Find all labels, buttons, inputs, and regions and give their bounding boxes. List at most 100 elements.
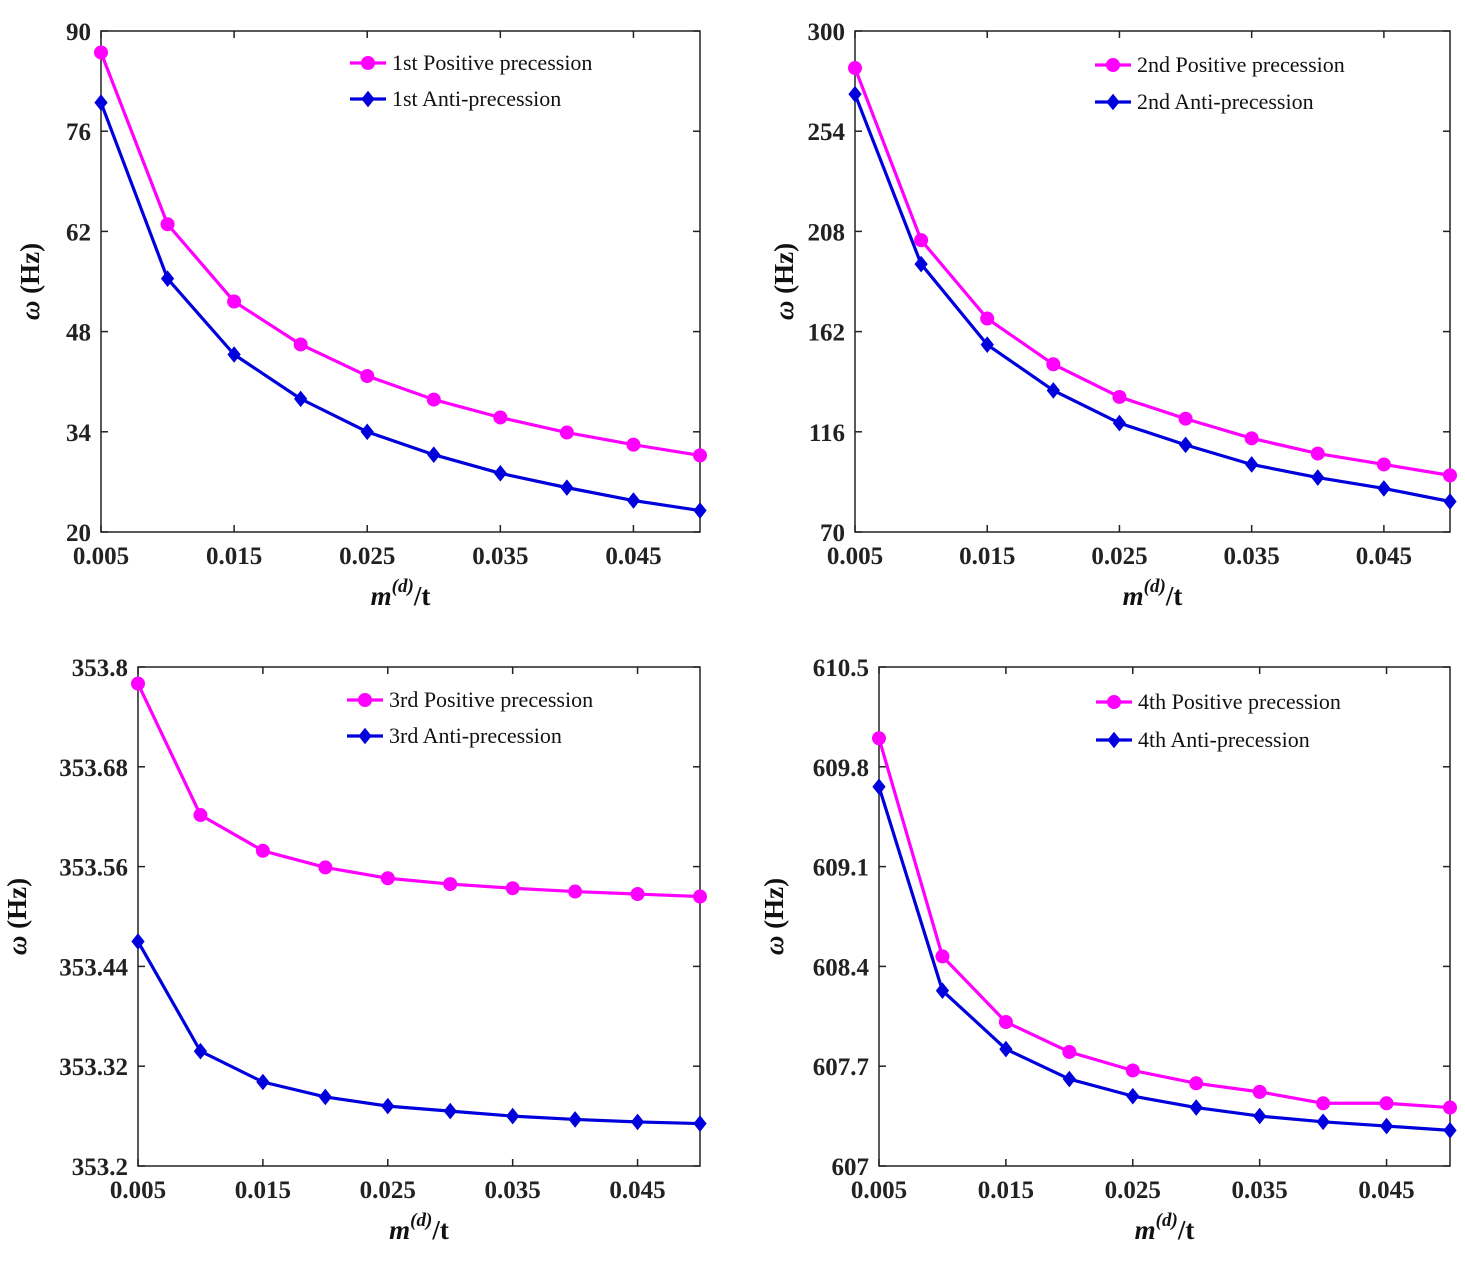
- y-axis-label-symbol: ω: [759, 929, 789, 955]
- y-tick-label: 608.4: [813, 954, 870, 981]
- legend-marker-circle: [1107, 695, 1121, 709]
- legend-label: 4th Anti-precession: [1138, 727, 1310, 752]
- data-point: [935, 982, 950, 999]
- y-tick-label: 70: [820, 520, 845, 547]
- legend-label: 3rd Positive precession: [389, 687, 593, 712]
- series-line: [99, 51, 701, 457]
- data-point: [980, 311, 995, 326]
- y-tick-label: 353.2: [72, 1154, 128, 1181]
- data-point: [559, 425, 574, 440]
- legend-marker-circle: [361, 56, 375, 70]
- legend-marker-diamond: [361, 90, 375, 108]
- y-tick-label: 353.32: [59, 1054, 128, 1081]
- series-anti-precession: [94, 94, 707, 519]
- x-tick-label: 0.005: [827, 543, 883, 570]
- x-axis-label-rest: /t: [431, 1215, 449, 1245]
- x-axis-label-rest: /t: [1177, 1215, 1195, 1245]
- x-tick-label: 0.025: [339, 543, 395, 570]
- y-axis-label-unit: (Hz): [2, 878, 32, 929]
- data-point: [131, 933, 145, 950]
- data-point: [294, 390, 308, 408]
- y-tick-label: 607: [832, 1154, 870, 1181]
- series-positive-precession: [872, 731, 1457, 1115]
- y-axis-label-symbol: ω: [15, 294, 45, 320]
- data-point: [160, 270, 175, 287]
- x-tick-label: 0.035: [472, 543, 528, 570]
- series-line: [877, 786, 1451, 1132]
- data-point: [1379, 1096, 1394, 1111]
- data-point: [1178, 436, 1193, 454]
- series-line: [136, 682, 701, 899]
- data-point: [998, 1015, 1013, 1030]
- data-point: [493, 410, 508, 425]
- series-line: [853, 93, 1451, 504]
- y-tick-label: 353.68: [59, 755, 128, 782]
- data-point: [848, 85, 862, 103]
- data-point: [630, 1113, 645, 1131]
- data-point: [293, 337, 308, 352]
- x-tick-label: 0.045: [609, 1177, 665, 1204]
- data-point: [1125, 1063, 1140, 1078]
- y-axis-label-symbol: ω: [769, 294, 799, 320]
- x-tick-label: 0.015: [978, 1177, 1034, 1204]
- y-tick-label: 609.8: [813, 755, 869, 782]
- series-anti-precession: [848, 85, 1457, 510]
- data-point: [1178, 411, 1193, 426]
- series-line: [99, 102, 701, 513]
- x-axis-label-sup: (d): [1144, 576, 1166, 597]
- x-axis-label-base: m: [371, 581, 392, 611]
- y-tick-label: 90: [66, 19, 91, 46]
- x-axis-label: m(d)/t: [1123, 576, 1183, 611]
- plot-area: [137, 666, 701, 1167]
- x-axis-label: m(d)/t: [1135, 1210, 1195, 1245]
- data-point: [505, 881, 520, 896]
- y-tick-label: 254: [808, 119, 846, 146]
- y-tick-label: 610.5: [813, 655, 869, 682]
- data-point: [693, 448, 707, 463]
- data-point: [131, 676, 145, 691]
- data-point: [1443, 1100, 1457, 1115]
- legend-marker-diamond: [1106, 93, 1120, 111]
- x-tick-label: 0.035: [1224, 543, 1280, 570]
- y-tick-label: 62: [66, 219, 91, 246]
- x-tick-label: 0.005: [851, 1177, 907, 1204]
- x-axis-label-sup: (d): [410, 1210, 432, 1231]
- legend-marker-circle: [358, 693, 372, 707]
- data-point: [1443, 493, 1457, 510]
- y-axis-label-unit: (Hz): [759, 878, 789, 929]
- data-point: [1443, 1122, 1457, 1139]
- y-axis-label-unit: (Hz): [769, 243, 799, 294]
- data-point: [1245, 456, 1259, 473]
- data-point: [626, 492, 641, 509]
- x-axis-label: m(d)/t: [371, 576, 431, 611]
- legend-label: 1st Positive precession: [392, 50, 592, 75]
- x-tick-label: 0.035: [1232, 1177, 1288, 1204]
- data-point: [872, 731, 886, 746]
- x-tick-label: 0.045: [1356, 543, 1412, 570]
- y-tick-label: 34: [66, 420, 92, 447]
- data-point: [227, 346, 241, 363]
- data-point: [626, 437, 641, 452]
- data-point: [568, 884, 583, 899]
- series-positive-precession: [131, 676, 707, 904]
- data-point: [506, 1107, 520, 1125]
- data-point: [318, 860, 333, 875]
- x-axis-label-base: m: [389, 1215, 410, 1245]
- data-point: [914, 255, 928, 273]
- chart-panel-2: 70 116 162 208 254 300 0.005 0.015 0.025 0.035 0.0…: [769, 19, 1457, 611]
- data-point: [1189, 1099, 1203, 1116]
- data-point: [256, 1073, 270, 1091]
- x-tick-label: 0.015: [206, 543, 262, 570]
- series-positive-precession: [848, 61, 1457, 483]
- y-tick-label: 208: [808, 219, 846, 246]
- chart-panel-4: 607 607.7 608.4 609.1 609.8 610.5 0.005 0.015 0.…: [759, 655, 1457, 1245]
- data-point: [94, 45, 108, 60]
- data-point: [1244, 431, 1259, 446]
- data-point: [935, 949, 950, 964]
- data-point: [426, 392, 441, 407]
- x-tick-label: 0.015: [959, 543, 1015, 570]
- y-tick-label: 116: [809, 420, 845, 447]
- data-point: [999, 1040, 1013, 1058]
- data-point: [914, 233, 929, 248]
- data-point: [1252, 1084, 1267, 1099]
